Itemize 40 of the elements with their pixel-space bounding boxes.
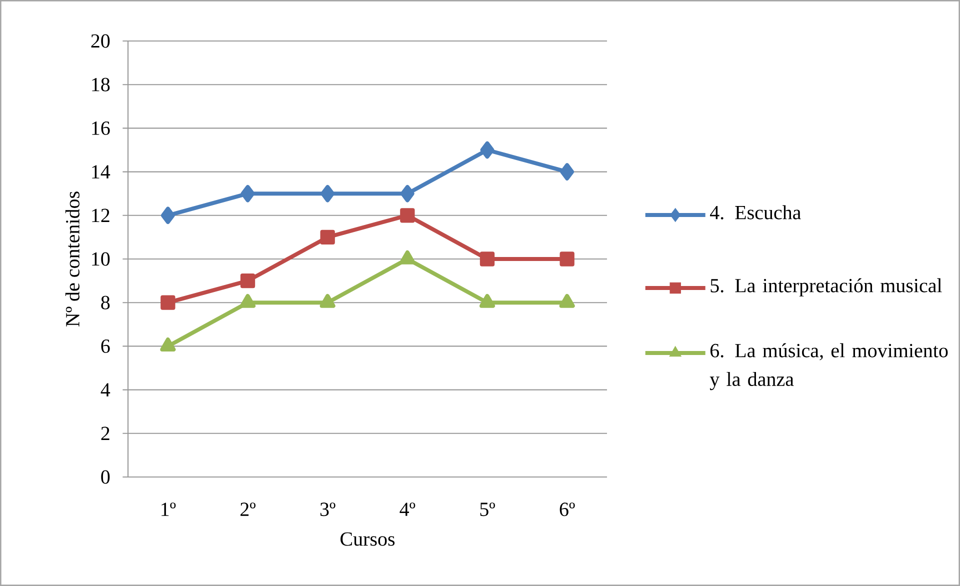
y-tick-label: 14 xyxy=(92,165,110,178)
x-axis-title: Cursos xyxy=(340,532,395,546)
point xyxy=(240,184,255,202)
x-tick-label: 1º xyxy=(162,502,176,516)
y-tick-label: 20 xyxy=(91,34,110,48)
point xyxy=(240,294,256,308)
point xyxy=(400,208,415,223)
x-tick-label: 4º xyxy=(400,502,416,516)
y-tick-label: 2 xyxy=(101,426,110,440)
point xyxy=(320,294,336,308)
y-tick-label: 10 xyxy=(92,252,110,266)
point xyxy=(400,250,416,264)
x-tick-label: 2º xyxy=(240,502,256,516)
point xyxy=(560,163,574,180)
y-tick-label: 8 xyxy=(101,296,110,310)
point xyxy=(160,338,176,352)
point xyxy=(160,206,175,224)
y-tick-label: 0 xyxy=(101,470,110,484)
legend-label: 6. La música, el movimiento y la danza xyxy=(710,343,948,390)
y-axis-title: Nº de contenidos xyxy=(65,192,80,326)
x-tick-label: 3º xyxy=(320,502,336,516)
point xyxy=(400,184,414,202)
y-tick-label: 16 xyxy=(92,121,110,135)
y-tick-label: 12 xyxy=(92,208,110,222)
x-tick-label: 5º xyxy=(480,502,495,516)
point xyxy=(559,294,575,308)
point xyxy=(320,184,335,202)
point xyxy=(160,295,176,310)
point xyxy=(480,141,494,159)
point xyxy=(480,252,495,266)
point xyxy=(240,273,256,288)
point xyxy=(479,294,496,308)
legend-label: 4. Escucha xyxy=(710,205,801,220)
point xyxy=(560,252,574,266)
x-tick-label: 6º xyxy=(560,502,575,516)
legend-label: 5. La interpretación musical xyxy=(710,278,942,296)
y-tick-label: 18 xyxy=(92,78,110,92)
y-tick-label: 4 xyxy=(100,383,110,396)
y-tick-label: 6 xyxy=(101,339,110,353)
point xyxy=(320,230,335,245)
